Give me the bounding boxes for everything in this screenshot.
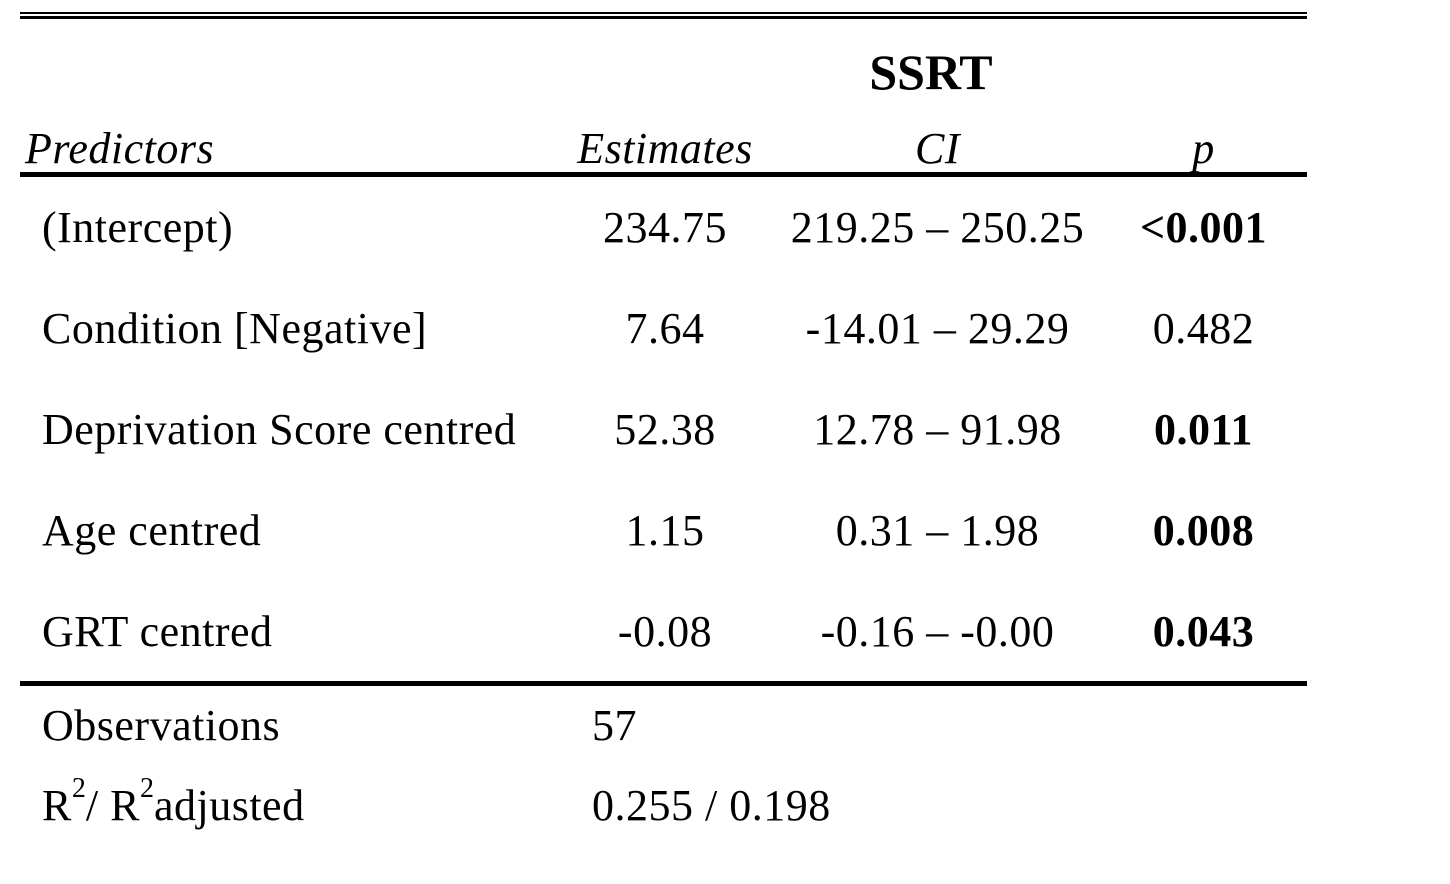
p-value: 0.008 <box>1152 506 1255 555</box>
header-rule <box>20 172 1307 177</box>
r-squared-value: 0.255 / 0.198 <box>592 780 831 830</box>
predictor-label: GRT centred <box>42 606 273 656</box>
column-header-ci: CI <box>915 123 960 173</box>
estimate-value: 52.38 <box>614 405 716 454</box>
regression-table: SSRT Predictors Estimates CI p (Intercep… <box>20 19 1307 846</box>
top-rule-thin <box>20 12 1307 14</box>
estimate-value: -0.08 <box>617 606 713 656</box>
observations-label: Observations <box>42 700 281 750</box>
top-rule-thick <box>20 16 1307 19</box>
summary-rule <box>20 681 1307 686</box>
predictor-label: Age centred <box>42 506 262 555</box>
p-value: 0.011 <box>1153 405 1254 454</box>
ci-value: 219.25 – 250.25 <box>790 203 1085 252</box>
dependent-variable-title: SSRT <box>869 43 993 100</box>
column-header-p: p <box>1192 123 1215 173</box>
ci-value: -14.01 – 29.29 <box>805 304 1070 353</box>
r-squared-separator: / R <box>85 780 140 830</box>
p-value: <0.001 <box>1139 203 1268 252</box>
estimate-value: 1.15 <box>625 506 705 555</box>
p-value: 0.482 <box>1152 304 1255 353</box>
estimate-value: 7.64 <box>625 304 705 353</box>
column-header-estimates: Estimates <box>577 123 753 173</box>
ci-value: 0.31 – 1.98 <box>835 506 1040 555</box>
predictor-label: (Intercept) <box>42 203 234 252</box>
estimate-value: 234.75 <box>603 203 727 252</box>
r-squared-base: R <box>42 780 72 830</box>
predictor-label: Deprivation Score centred <box>42 405 517 454</box>
r-squared-suffix: adjusted <box>153 780 305 830</box>
ci-value: 12.78 – 91.98 <box>813 405 1062 454</box>
predictor-label: Condition [Negative] <box>42 304 428 353</box>
ci-value: -0.16 – -0.00 <box>820 606 1055 656</box>
p-value: 0.043 <box>1152 606 1255 656</box>
column-header-predictors: Predictors <box>25 123 215 173</box>
observations-value: 57 <box>592 700 637 750</box>
